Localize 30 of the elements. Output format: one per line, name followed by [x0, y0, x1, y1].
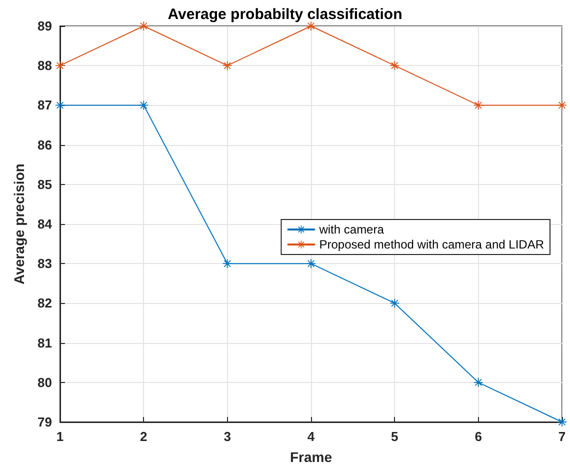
point	[474, 378, 483, 387]
y-tick-label: 81	[38, 335, 52, 350]
y-tick-label: 87	[38, 98, 52, 113]
point	[222, 259, 232, 268]
legend-label: with camera	[318, 222, 384, 236]
legend-label: Proposed method with camera and LIDAR	[319, 238, 544, 252]
y-tick-label: 88	[38, 58, 52, 74]
x-tick-label: 6	[474, 429, 482, 444]
point	[390, 61, 400, 70]
point	[306, 259, 316, 268]
y-tick-label: 83	[38, 256, 52, 272]
x-tick-label: 5	[391, 429, 398, 444]
x-tick-label: 2	[140, 429, 148, 444]
x-axis-title: Frame	[290, 449, 332, 465]
y-tick-label: 82	[38, 296, 52, 311]
point	[306, 22, 316, 30]
y-tick-label: 84	[38, 216, 53, 232]
y-tick-label: 85	[38, 176, 52, 192]
x-tick-label: 7	[558, 429, 566, 444]
x-tick-label: 3	[224, 429, 231, 444]
point	[222, 61, 232, 70]
x-tick-label: 1	[56, 429, 64, 444]
y-axis-title: Average precision	[11, 164, 27, 284]
y-tick-label: 89	[38, 18, 52, 34]
point	[56, 61, 64, 70]
y-tick-label: 86	[38, 137, 52, 152]
chart-title: Average probabilty classification	[168, 6, 402, 23]
y-tick-label: 79	[38, 414, 52, 430]
x-tick-label: 4	[307, 429, 316, 444]
y-tick-label: 80	[38, 374, 52, 390]
